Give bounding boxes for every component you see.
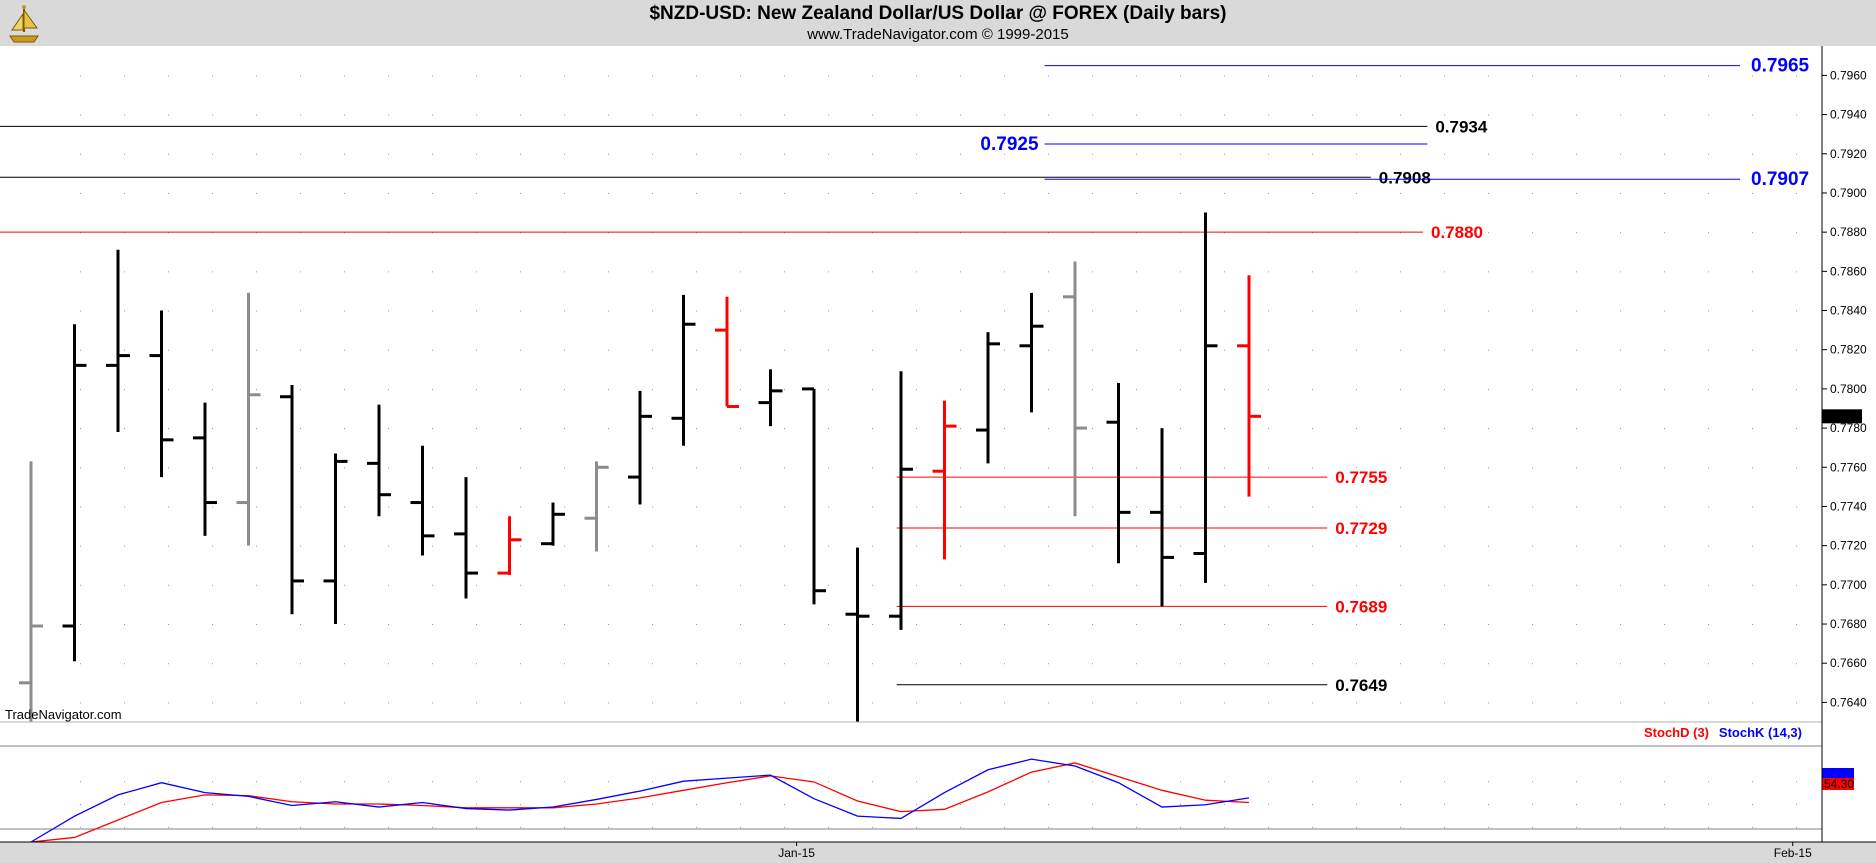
last-price-label: 0.7786	[1826, 409, 1863, 423]
ohlc-bar-5	[236, 292, 261, 546]
ohlc-bar-24	[1063, 261, 1087, 517]
stochastic-panel	[0, 746, 1822, 842]
level-label-2: 0.7925	[980, 134, 1039, 155]
price-levels: 0.7965 0.7934 0.7925 0.7908 0.7907 0.7880 0.77…	[0, 56, 1810, 695]
price-axis-ticks: 0.7640 0.7660 0.7680 0.7700 0.7720 0.7740 0.77…	[1822, 68, 1867, 709]
y-tick-label: 0.7840	[1830, 304, 1867, 318]
ohlc-bar-11	[497, 516, 522, 576]
ohlc-bar-21	[932, 400, 957, 560]
y-tick-label: 0.7680	[1830, 617, 1867, 631]
legend-stoch-k: StochK (14,3)	[1719, 725, 1802, 740]
ohlc-bar-13	[584, 461, 609, 552]
price-panel	[0, 46, 1822, 722]
ohlc-bar-18	[802, 387, 826, 605]
price-bars	[19, 212, 1261, 722]
level-label-4: 0.7907	[1751, 169, 1809, 190]
y-tick-label: 0.7720	[1830, 539, 1867, 553]
legend-stoch-d: StochD (3)	[1644, 725, 1709, 740]
ohlc-bar-6	[280, 384, 304, 615]
y-tick-label: 0.7640	[1830, 695, 1867, 709]
price-axis	[1822, 46, 1876, 722]
level-label-1: 0.7934	[1435, 117, 1488, 136]
ohlc-bar-2	[106, 249, 130, 433]
ohlc-bar-19	[845, 547, 870, 722]
ohlc-bar-26	[1150, 428, 1174, 607]
x-tick-label-0: Jan-15	[778, 846, 815, 860]
ohlc-bar-10	[454, 477, 478, 599]
y-tick-label: 0.7920	[1830, 147, 1867, 161]
level-label-8: 0.7689	[1335, 597, 1387, 616]
x-tick-label-1: Feb-15	[1774, 846, 1812, 860]
y-tick-label: 0.7960	[1830, 68, 1867, 82]
indicator-legend-band	[0, 722, 1876, 746]
trade-navigator-logo-icon	[9, 5, 39, 43]
stochastic-legend: StochD (3) StochK (14,3)	[1644, 725, 1802, 740]
stochastic-axis	[1822, 746, 1876, 842]
level-label-9: 0.7649	[1335, 676, 1387, 695]
ohlc-bar-9	[410, 445, 435, 556]
ohlc-bar-28	[1237, 275, 1261, 497]
y-tick-label: 0.7880	[1830, 225, 1867, 239]
ohlc-bar-3	[149, 310, 174, 478]
ohlc-bar-27	[1193, 212, 1218, 583]
ohlc-bar-1	[62, 324, 87, 662]
stoch-d-marker	[1822, 778, 1854, 790]
ohlc-bar-20	[889, 371, 913, 630]
ohlc-bar-8	[367, 404, 391, 517]
watermark: TradeNavigator.com	[5, 707, 122, 722]
y-tick-label: 0.7900	[1830, 186, 1867, 200]
stoch-last-label: 54.30	[1824, 777, 1854, 791]
ohlc-bar-4	[193, 402, 217, 536]
y-tick-label: 0.7820	[1830, 343, 1867, 357]
ohlc-bar-22	[976, 332, 1000, 464]
ohlc-bar-23	[1019, 292, 1044, 413]
chart-title: $NZD-USD: New Zealand Dollar/US Dollar @…	[649, 3, 1227, 24]
y-tick-label: 0.7700	[1830, 578, 1867, 592]
y-tick-label: 0.7660	[1830, 656, 1867, 670]
level-label-7: 0.7729	[1335, 519, 1387, 538]
stochastic-last-value: 54.30	[1822, 768, 1854, 791]
level-label-0: 0.7965	[1751, 56, 1810, 77]
x-axis: Jan-15 Feb-15	[778, 842, 1812, 860]
y-tick-label: 0.7800	[1830, 382, 1867, 396]
ohlc-bar-12	[541, 502, 565, 546]
price-grid	[80, 75, 1797, 704]
level-label-5: 0.7880	[1431, 223, 1483, 242]
y-tick-label: 0.7860	[1830, 264, 1867, 278]
level-label-6: 0.7755	[1335, 468, 1387, 487]
level-label-3: 0.7908	[1379, 168, 1431, 187]
y-tick-label: 0.7940	[1830, 108, 1867, 122]
y-tick-label: 0.7760	[1830, 460, 1867, 474]
chart-header: $NZD-USD: New Zealand Dollar/US Dollar @…	[0, 0, 1876, 46]
ohlc-bar-25	[1106, 383, 1131, 564]
ohlc-bar-16	[715, 296, 739, 409]
y-tick-label: 0.7780	[1830, 421, 1867, 435]
stochastic-lines	[30, 758, 1250, 843]
last-price-box	[1822, 409, 1862, 424]
ohlc-bar-17	[758, 369, 783, 427]
ohlc-bar-15	[671, 294, 696, 446]
chart-subtitle: www.TradeNavigator.com © 1999-2015	[807, 26, 1069, 43]
y-tick-label: 0.7740	[1830, 499, 1867, 513]
ohlc-bar-7	[323, 453, 348, 625]
ohlc-bar-0	[19, 461, 43, 722]
ohlc-bar-14	[628, 390, 652, 505]
stoch-k-marker	[1822, 768, 1854, 778]
stoch-line-1	[30, 758, 1250, 843]
